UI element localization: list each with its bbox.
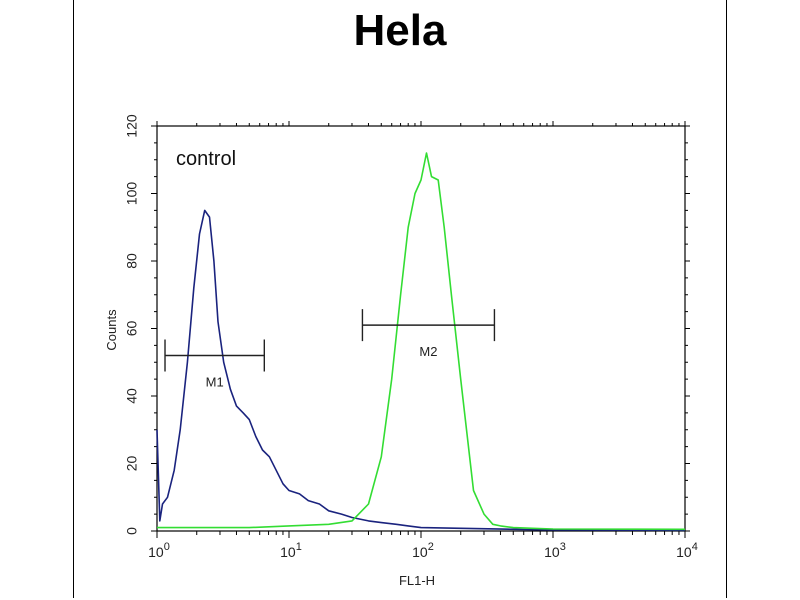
x-axis-title: FL1-H — [399, 573, 435, 588]
x-tick-label: 101 — [280, 541, 302, 560]
plot-area — [156, 152, 686, 532]
x-tick-label: 102 — [412, 541, 434, 560]
y-tick-label: 40 — [124, 388, 140, 404]
control-label: control — [176, 148, 236, 170]
plot-border — [156, 125, 686, 532]
x-tick-label: 100 — [148, 541, 170, 560]
chart-title: Hela — [353, 6, 447, 55]
gate-label: M2 — [419, 344, 437, 359]
series-line-2 — [157, 152, 686, 531]
x-tick-label: 103 — [544, 541, 566, 560]
y-tick-label: 60 — [124, 321, 140, 337]
annotations: control M1 M2 — [164, 148, 496, 390]
y-tick-label: 100 — [124, 182, 140, 206]
gate-label: M1 — [206, 375, 224, 390]
y-axis-title: Counts — [104, 309, 119, 351]
y-tick-label: 0 — [124, 527, 140, 535]
chart-frame — [73, 0, 727, 598]
y-tick-label: 20 — [124, 456, 140, 472]
axes: 0 20 40 60 80 100 120 100 101 102 103 104 FL1-H Count… — [104, 114, 698, 588]
y-tick-label: 120 — [124, 114, 140, 138]
y-tick-label: 80 — [124, 253, 140, 269]
x-tick-label: 104 — [676, 541, 698, 560]
series-line-1 — [156, 209, 686, 532]
